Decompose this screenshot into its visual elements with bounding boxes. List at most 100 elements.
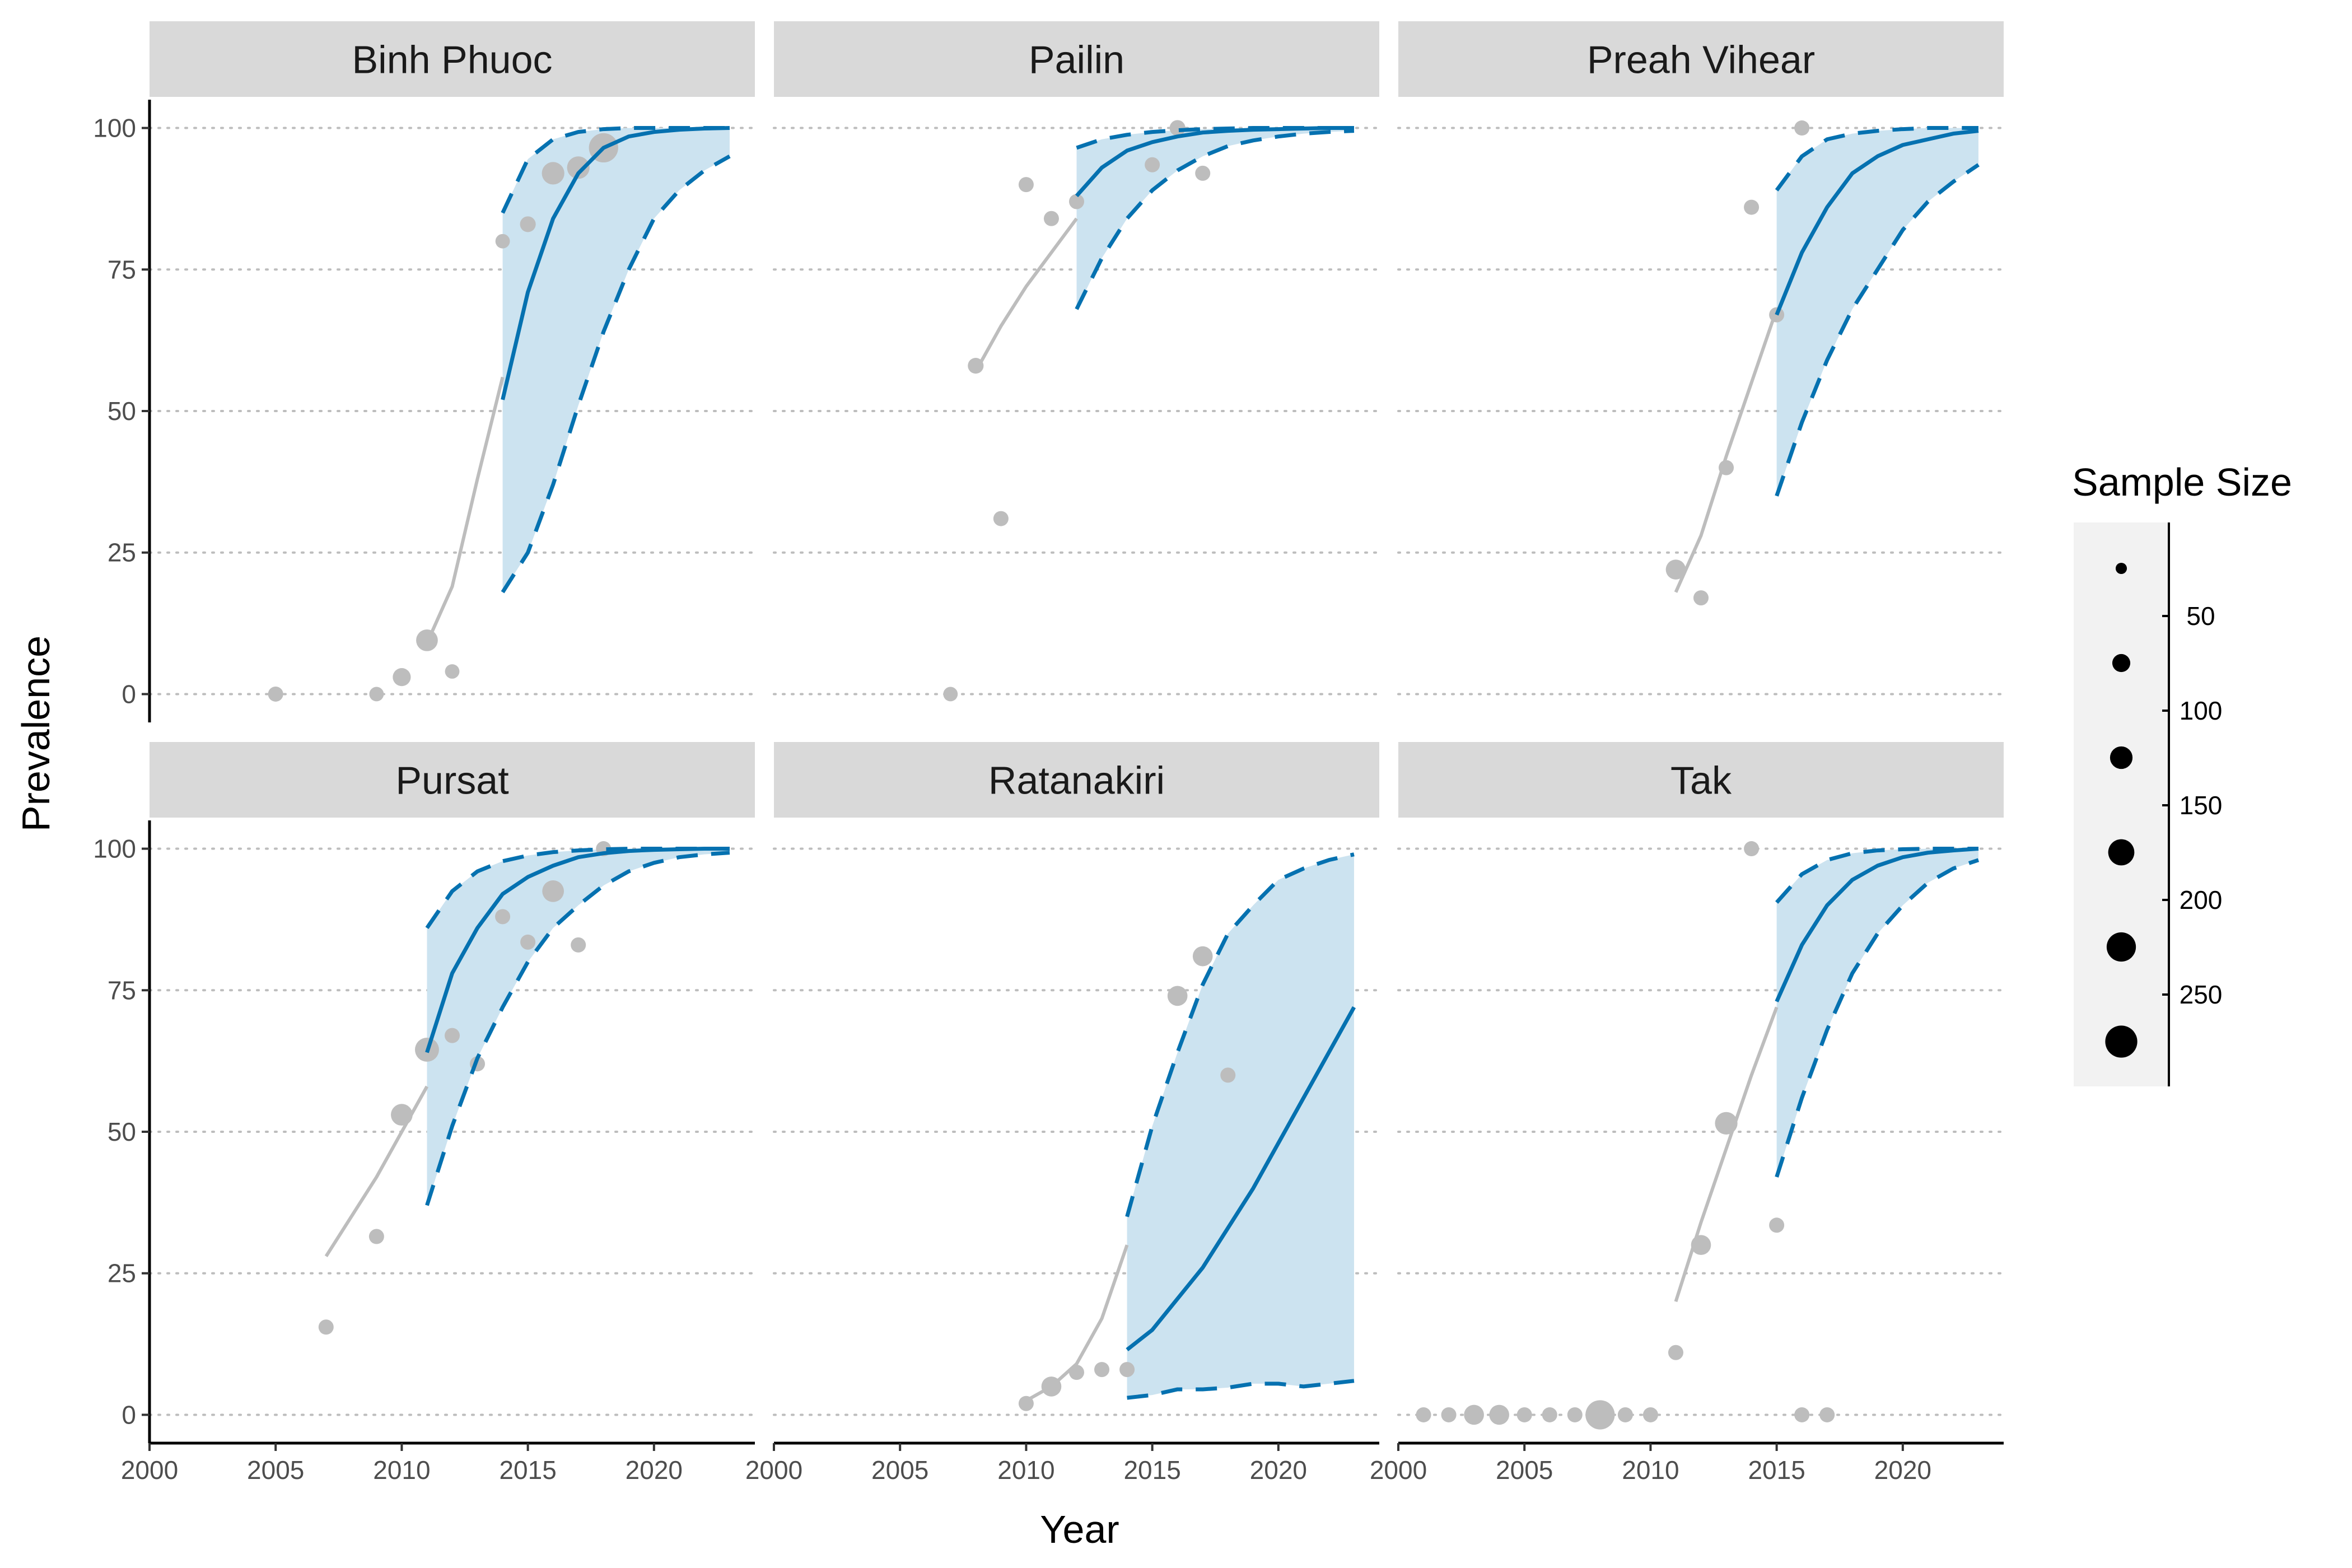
projection-mean-line (1775, 847, 1979, 1002)
data-point (1464, 1404, 1484, 1425)
x-tick-label: 2020 (626, 1455, 683, 1485)
x-tick-label: 2015 (1123, 1455, 1180, 1485)
data-point (318, 1319, 334, 1335)
y-axis-title: Prevalence (14, 636, 58, 832)
legend-key-dot (2105, 1025, 2138, 1058)
data-point (1542, 1407, 1557, 1422)
x-tick-label: 2010 (1622, 1455, 1679, 1485)
x-tick-label: 2010 (997, 1455, 1054, 1485)
x-tick-label: 2015 (499, 1455, 556, 1485)
panel-title: Preah Vihear (1587, 38, 1815, 82)
legend-key-dot (2110, 746, 2133, 769)
y-tick-label: 0 (122, 679, 136, 708)
legend-title: Sample Size (2072, 460, 2292, 504)
data-point (1665, 559, 1686, 580)
legend-label: 150 (2180, 791, 2223, 820)
projection-ribbon (1127, 854, 1354, 1398)
lower-bound-line (1775, 163, 1980, 497)
data-point (369, 687, 384, 702)
panel-title: Ratanakiri (988, 759, 1165, 802)
data-point (520, 216, 536, 232)
data-point (1794, 120, 1810, 136)
data-point (1094, 1362, 1110, 1378)
data-point (1617, 1407, 1633, 1422)
projection-ribbon (1076, 128, 1354, 310)
data-point (1642, 1407, 1658, 1422)
panel-title: Pailin (1029, 38, 1124, 82)
panel-preah-vihear: Preah Vihear (1397, 21, 2005, 696)
x-axis-title: Year (1040, 1508, 1119, 1551)
legend-key-dot (2115, 562, 2127, 575)
data-point (1167, 986, 1188, 1006)
observed-fit-line (425, 376, 505, 644)
data-point (1693, 590, 1709, 606)
data-point (1220, 1067, 1236, 1083)
panel-pursat: Pursat (148, 742, 756, 1416)
data-point (1018, 177, 1034, 193)
data-point (571, 937, 586, 953)
data-point (1769, 1217, 1785, 1233)
data-point (1192, 946, 1213, 967)
y-tick-label: 25 (108, 538, 136, 567)
observed-fit-line (974, 217, 1078, 372)
panel-strip (150, 21, 755, 97)
y-tick-label: 25 (108, 1259, 136, 1288)
data-point (445, 664, 460, 679)
x-tick-label: 2020 (1874, 1455, 1931, 1485)
data-point (968, 358, 984, 374)
data-point (1715, 1112, 1738, 1135)
panel-title: Binh Phuoc (352, 38, 552, 82)
data-point (943, 687, 958, 702)
data-point (391, 1104, 413, 1126)
projection-mean-line (1775, 129, 1979, 316)
legend-key-dot (2108, 839, 2135, 866)
data-point (1489, 1404, 1509, 1425)
legend-label: 100 (2180, 696, 2223, 725)
panel-tak: Tak (1397, 742, 2005, 1430)
data-point (1744, 841, 1760, 857)
y-tick-label: 50 (108, 396, 136, 426)
data-point (567, 156, 590, 179)
data-point (444, 1028, 460, 1043)
data-point (1516, 1407, 1532, 1422)
data-point (368, 1229, 384, 1244)
panel-strip (774, 742, 1379, 818)
data-point (542, 162, 564, 185)
data-point (1794, 1407, 1810, 1422)
lower-bound-line (425, 851, 730, 1206)
y-tick-label: 100 (93, 114, 136, 143)
panel-title: Tak (1670, 759, 1732, 802)
data-point (495, 234, 510, 249)
data-point (1819, 1407, 1835, 1422)
data-point (268, 686, 283, 702)
panel-pailin: Pailin (773, 21, 1380, 702)
projection-mean-line (425, 847, 730, 1053)
y-tick-label: 50 (108, 1117, 136, 1146)
legend-box (2074, 522, 2169, 1086)
x-tick-label: 2010 (373, 1455, 430, 1485)
data-point (1018, 1396, 1034, 1411)
axes-layer: 0 25 50 75 100 0 25 50 75 100 2000 2005 2010 2015 2020… (93, 100, 2004, 1485)
lower-bound-line (1775, 858, 1980, 1178)
data-point (520, 934, 536, 950)
legend-key-dot (2112, 654, 2131, 673)
data-point (542, 880, 564, 902)
x-tick-label: 2005 (871, 1455, 928, 1485)
y-tick-label: 75 (108, 255, 136, 284)
lower-bound-line (501, 155, 731, 594)
data-point (1068, 194, 1085, 209)
lower-bound-line (1127, 1379, 1355, 1400)
projection-ribbon (1776, 848, 1978, 1177)
x-tick-label: 2005 (247, 1455, 304, 1485)
lower-bound-line (1075, 129, 1355, 310)
panel-ratanakiri: Ratanakiri (773, 742, 1380, 1416)
legend-label: 50 (2186, 601, 2215, 631)
upper-bound-line (501, 126, 730, 214)
data-point (1068, 1365, 1085, 1380)
data-point (1744, 199, 1760, 215)
upper-bound-line (1775, 847, 1978, 904)
data-point (1585, 1400, 1615, 1430)
data-point (1691, 1235, 1711, 1256)
data-point (1119, 1362, 1135, 1378)
